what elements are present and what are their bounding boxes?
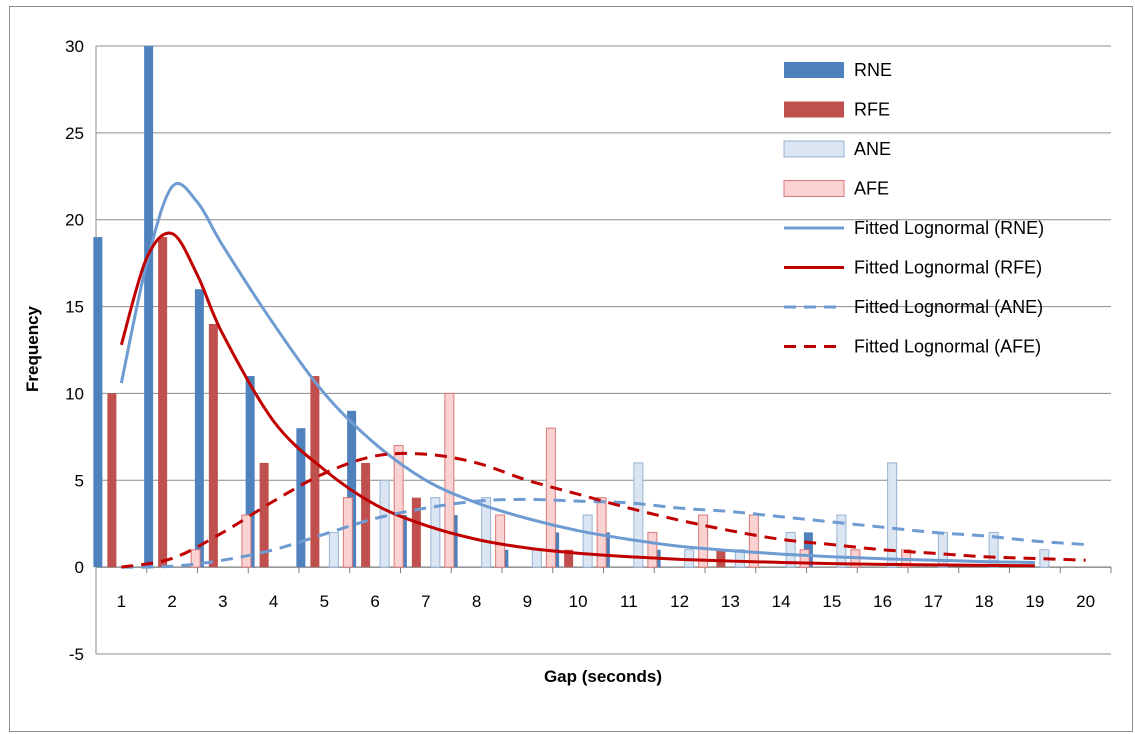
- bar-afe: [748, 514, 759, 568]
- bar-ane: [836, 514, 847, 568]
- y-tick-label: 5: [75, 471, 84, 490]
- x-tick-label: 7: [421, 592, 430, 611]
- bar-rne: [245, 376, 255, 568]
- line-marks: [119, 182, 1086, 569]
- y-axis-title: Frequency: [23, 305, 42, 392]
- bar-afe: [444, 392, 455, 568]
- bar-afe: [647, 531, 658, 568]
- bar-afe: [545, 427, 556, 568]
- y-tick-labels: 30 25 20 15 10 5 0 -5: [65, 37, 84, 664]
- y-tick-label: 25: [65, 124, 84, 143]
- bar-ane: [328, 531, 339, 568]
- x-tick-label: 13: [721, 592, 740, 611]
- bar-afe: [393, 445, 404, 568]
- bar-ane: [887, 462, 898, 568]
- x-tick-label: 17: [924, 592, 943, 611]
- bar-rfe: [107, 393, 117, 568]
- x-tick-label: 10: [569, 592, 588, 611]
- x-tick-label: 14: [772, 592, 791, 611]
- line-fitted-lognormal-afe: [121, 451, 1086, 569]
- line-fitted-lognormal-rne: [119, 182, 1035, 564]
- bar-ane: [481, 497, 492, 568]
- x-tick-label: 1: [117, 592, 126, 611]
- x-tick-label: 12: [670, 592, 689, 611]
- x-axis-title: Gap (seconds): [544, 667, 662, 686]
- legend-swatch: [783, 140, 845, 158]
- bar-ane: [531, 549, 542, 568]
- legend-label: Fitted Lognormal (AFE): [854, 337, 1041, 357]
- x-tick-label: 2: [167, 592, 176, 611]
- bar-rfe: [208, 323, 218, 568]
- legend-label: Fitted Lognormal (ANE): [854, 297, 1043, 317]
- legend: RNE RFE ANE AFE Fitted Lognormal (RNE) Fitted…: [783, 60, 1044, 357]
- bar-rfe: [716, 549, 726, 568]
- line-fitted-lognormal-rfe: [119, 231, 1035, 568]
- x-tick-label: 15: [822, 592, 841, 611]
- bar-rne: [93, 237, 103, 568]
- legend-label: Fitted Lognormal (RNE): [854, 218, 1044, 238]
- bar-afe: [190, 549, 201, 568]
- y-tick-label: 20: [65, 211, 84, 230]
- x-tick-label: 11: [620, 592, 638, 611]
- bar-ane: [430, 497, 441, 568]
- y-tick-label: 10: [65, 384, 84, 403]
- bar-ane: [379, 479, 390, 568]
- y-tick-label: 15: [65, 298, 84, 317]
- legend-label: AFE: [854, 179, 889, 199]
- x-tick-labels: 1 2 3 4 5 6 7 8 9 10 11 12 13 14 15 16 17 18 19 20: [117, 592, 1095, 611]
- bar-rne: [296, 428, 306, 568]
- legend-label: Fitted Lognormal (RFE): [854, 258, 1042, 278]
- x-tick-label: 6: [370, 592, 379, 611]
- x-tick-label: 19: [1025, 592, 1044, 611]
- x-tick-label: 18: [975, 592, 994, 611]
- bar-rfe: [411, 497, 421, 568]
- bar-rfe: [564, 549, 574, 568]
- x-tick-label: 5: [320, 592, 329, 611]
- y-tick-label: -5: [69, 645, 84, 664]
- bar-rne: [194, 289, 204, 568]
- bar-rfe: [361, 462, 371, 568]
- bar-ane: [734, 549, 745, 568]
- x-tick-label: 9: [523, 592, 532, 611]
- legend-swatch: [783, 180, 845, 197]
- bar-afe: [342, 497, 353, 568]
- bar-rfe: [259, 462, 269, 568]
- bar-afe: [799, 549, 810, 568]
- legend-swatch: [784, 62, 844, 78]
- legend-label: RNE: [854, 60, 892, 80]
- bar-rfe: [158, 237, 168, 568]
- x-tick-label: 4: [269, 592, 278, 611]
- line-fitted-lognormal-ane: [121, 497, 1086, 569]
- bar-marks: [93, 46, 1050, 568]
- x-tick-label: 8: [472, 592, 481, 611]
- x-tick-label: 3: [218, 592, 227, 611]
- x-tick-label: 20: [1076, 592, 1095, 611]
- bar-ane: [785, 531, 796, 568]
- bar-rne: [144, 46, 154, 568]
- legend-label: ANE: [854, 139, 891, 159]
- bar-ane: [582, 514, 593, 568]
- legend-label: RFE: [854, 100, 890, 120]
- legend-swatch: [784, 101, 844, 118]
- bar-afe: [596, 497, 607, 568]
- bar-ane: [633, 462, 644, 568]
- bar-afe: [698, 514, 709, 568]
- bar-afe: [495, 514, 506, 568]
- y-tick-label: 30: [65, 37, 84, 56]
- y-tick-label: 0: [75, 558, 84, 577]
- x-tick-label: 16: [873, 592, 892, 611]
- bar-ane: [988, 531, 999, 568]
- bar-afe: [241, 514, 252, 568]
- bar-rfe: [310, 376, 320, 568]
